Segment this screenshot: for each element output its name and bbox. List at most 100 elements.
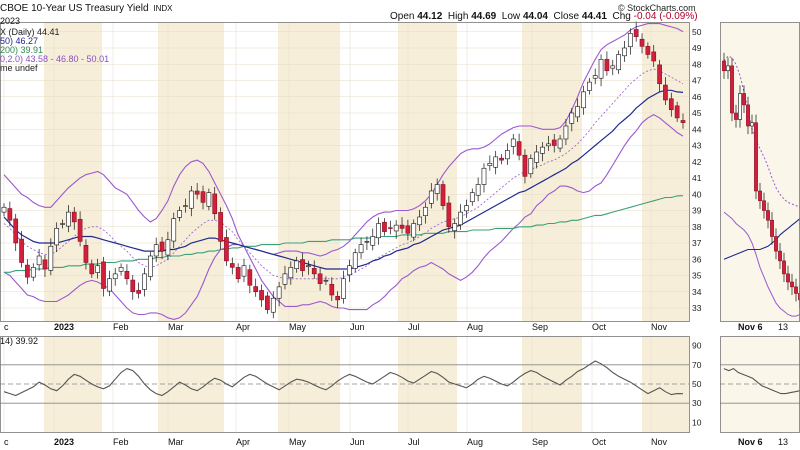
y-tick-label: 45 [692,108,702,118]
candle-down [335,295,340,301]
right-candle-down [730,65,734,114]
x-tick-label: May [289,437,307,447]
candle-up [592,75,598,79]
candle-down [253,286,259,293]
candle-down [247,269,253,286]
right-candle-down [742,93,746,106]
right-candle-down [722,60,726,72]
candle-down [639,38,645,47]
candle-up [95,265,101,273]
high-value: 44.69 [471,11,497,22]
y-tick-label: 37 [692,238,702,248]
candle-down [218,212,223,242]
candle-down [101,261,106,289]
x-tick-label: Feb [113,322,129,332]
candle-up [481,167,487,185]
candle-up [598,59,604,79]
y-tick-label: 34 [692,287,702,297]
x-tick-label: Sep [532,322,548,332]
candle-up [423,206,428,216]
candle-up [546,143,551,147]
candle-up [505,150,510,160]
candle-up [575,106,580,118]
x-tick-label: Mar [168,437,184,447]
candle-up [36,255,42,266]
panel-frame [0,22,690,322]
candle-down [212,193,218,215]
candle-up [370,236,376,246]
candle-down [440,184,446,206]
right-candle-up [726,65,730,72]
candle-down [130,279,136,293]
candle-up [118,267,124,272]
y-tick-label: 48 [692,59,702,69]
candle-down [674,105,680,119]
right-candle-up [750,122,754,127]
candle-down [399,224,405,229]
candle-up [294,260,300,269]
y-tick-label: 49 [692,43,702,53]
candle-up [153,244,159,257]
candles [1,21,800,319]
rsi-tick-label: 30 [692,398,702,408]
low-label: Low [501,11,521,22]
x-tick-label: Feb [113,437,129,447]
rsi-label: 14) 39.92 [0,336,39,346]
candle-up [1,206,7,213]
y-tick-label: 46 [692,92,702,102]
rsi-tick-label: 90 [692,341,702,351]
candle-up [183,205,188,207]
candle-up [510,138,516,147]
x-tick-label: Jun [350,322,365,332]
y-tick-label: 40 [692,189,702,199]
candle-up [434,184,440,194]
x-tick-label: Oct [592,437,607,447]
candle-down [311,268,317,275]
right-candle-down [770,219,774,237]
candle-up [107,278,112,292]
rsi-line-path [3,360,684,397]
candle-down [516,141,522,156]
candle-down [387,227,393,229]
close-value: 44.41 [581,11,607,22]
candle-up [142,273,147,290]
candle-up [165,239,171,256]
candle-up [358,244,364,254]
legend-ma50: 50) 46.27 [0,36,39,46]
candle-down [200,191,206,203]
y-tick-label: 44 [692,124,702,134]
right-ma-line [723,218,800,260]
candle-up [276,286,282,299]
candle-down [499,157,504,161]
candle-up [54,228,60,246]
legend-price: X (Daily) 44.41 [0,27,60,37]
candle-up [469,192,475,203]
candle-down [259,290,264,301]
x-tick-label: c [4,437,9,447]
candle-up [569,112,575,124]
x-tick-label: Oct [592,322,607,332]
candle-down [668,98,674,111]
x-tick-label: Aug [467,322,483,332]
candle-up [112,273,118,280]
x-tick-label: c [4,322,9,332]
candle-down [159,241,165,252]
chg-value: -0.04 (-0.09%) [633,11,698,22]
candle-up [493,156,499,168]
candle-up [557,138,563,149]
candle-down [83,244,89,263]
candle-up [147,255,153,277]
candle-down [633,29,639,37]
candle-up [364,241,370,243]
candle-down [25,264,30,278]
candle-down [194,190,200,195]
x-tick-label: May [289,322,307,332]
candle-up [352,252,358,269]
candle-up [610,65,616,69]
candle-up [464,205,469,212]
candle-up [417,216,422,226]
candle-up [452,223,458,231]
x-tick-label: 13 [778,322,788,332]
y-tick-label: 47 [692,76,702,86]
candle-down [382,221,387,232]
